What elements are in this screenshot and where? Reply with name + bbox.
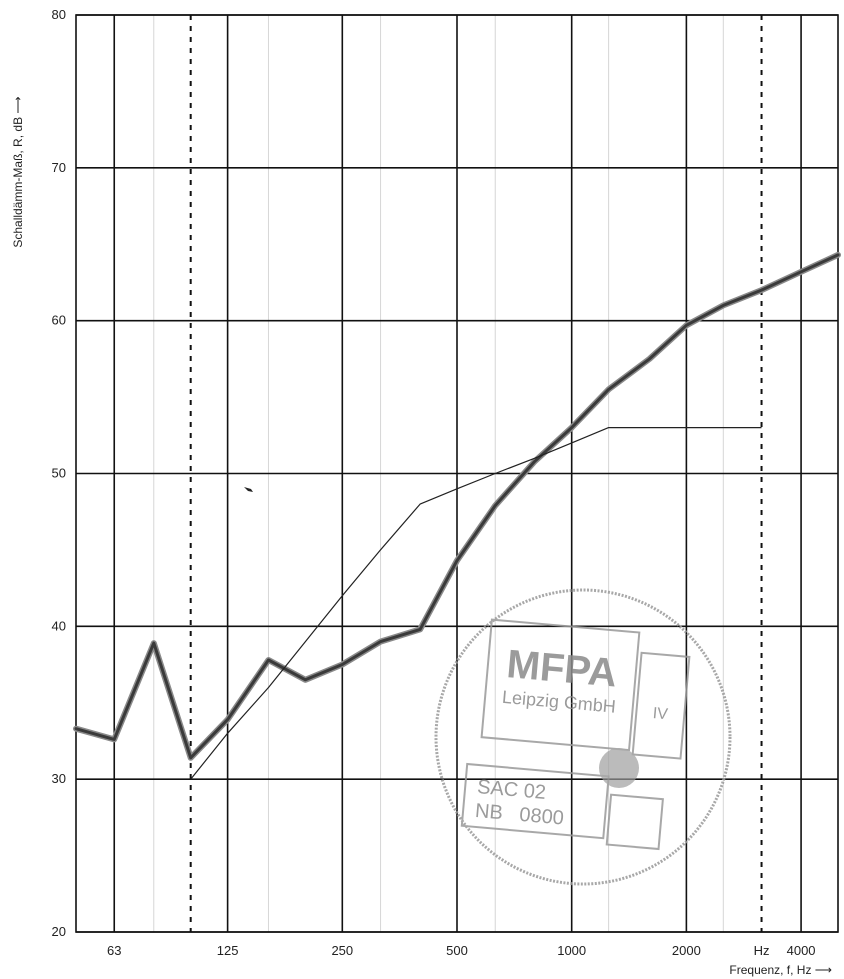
chart-ticks: 20 30 40 50 60 70 80 63 125 250 500 1000 2000 Hz 4000	[52, 7, 816, 958]
certification-stamp: MFPA Leipzig GmbH IV SAC 02 NB 0800	[434, 588, 732, 886]
stamp-code2: NB 0800	[474, 800, 565, 830]
stamp-logo: MFPA	[505, 642, 619, 695]
chart-grid	[75, 14, 839, 933]
x-tick-label: 4000	[787, 943, 816, 958]
chart-series	[73, 251, 841, 780]
y-tick-label: 40	[52, 618, 66, 633]
svg-text:Schalldämm-Maß, R, dB ⟶: Schalldämm-Maß, R, dB ⟶	[11, 96, 25, 247]
stamp-roman: IV	[652, 705, 669, 723]
measured-curve	[74, 253, 840, 760]
stamp-small-box	[605, 793, 664, 851]
x-axis-title: Frequenz, f, Hz ⟶	[729, 963, 832, 977]
x-tick-label: 2000	[672, 943, 701, 958]
plot-frame	[75, 14, 839, 933]
y-axis-title: Schalldämm-Maß, R, dB ⟶	[11, 96, 25, 247]
y-tick-label: 20	[52, 924, 66, 939]
stamp-bottom-box	[460, 762, 610, 840]
y-tick-label: 60	[52, 313, 66, 328]
stamp-top-box	[480, 618, 641, 752]
y-tick-label: 80	[52, 7, 66, 22]
y-tick-label: 70	[52, 160, 66, 175]
y-tick-label: 50	[52, 466, 66, 481]
stamp-code1: SAC 02	[476, 776, 547, 804]
y-tick-label: 30	[52, 771, 66, 786]
small-mark	[244, 487, 253, 492]
x-tick-label: 500	[446, 943, 468, 958]
reference-curve	[190, 427, 762, 780]
x-tick-label: 125	[217, 943, 239, 958]
x-tick-label: Hz	[754, 943, 770, 958]
x-tick-label: 63	[107, 943, 121, 958]
stamp-circle	[434, 588, 732, 886]
x-tick-label: 250	[331, 943, 353, 958]
stamp-seal	[599, 748, 639, 788]
stamp-roman-box	[631, 651, 691, 760]
x-tick-label: 1000	[557, 943, 586, 958]
